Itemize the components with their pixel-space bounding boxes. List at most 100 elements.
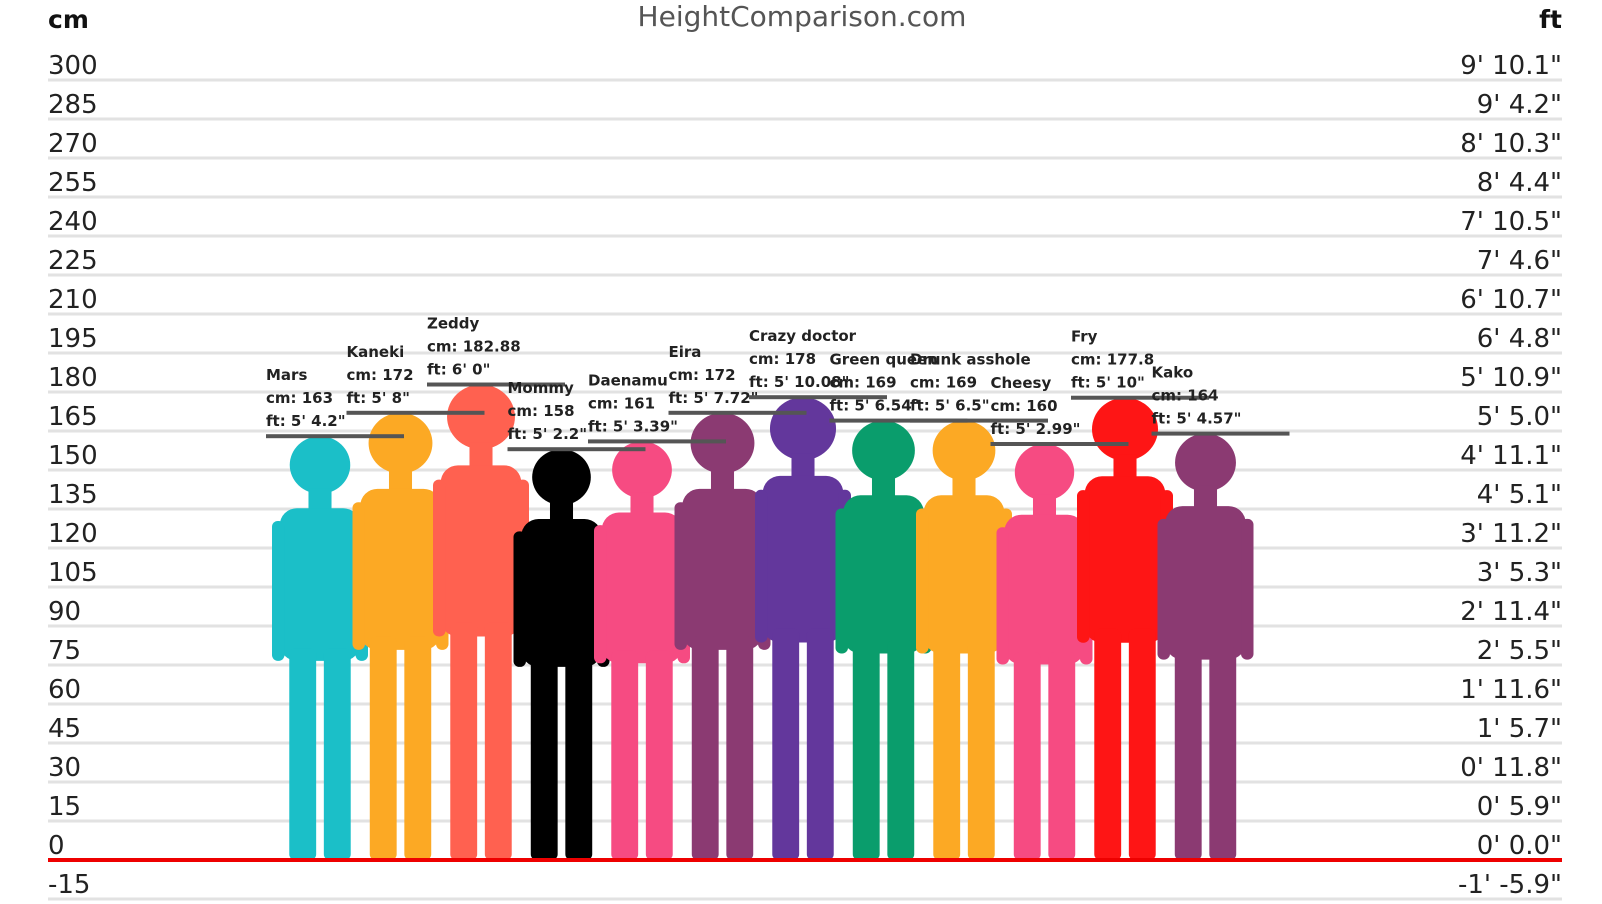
ground-line [48,858,1562,862]
silhouette-torso-7 [843,495,924,654]
character-cm-1: cm: 172 [347,366,414,384]
silhouette-leg-right-7 [887,640,915,860]
silhouette-9 [996,444,1093,860]
tick-label-ft-11: 4' 5.1" [1477,480,1562,510]
character-name-4: Daenamu [588,371,668,389]
silhouette-7 [835,420,932,860]
tick-label-ft-15: 2' 5.5" [1477,636,1562,666]
silhouette-leg-left-1 [369,636,397,860]
silhouette-6 [755,397,851,860]
silhouette-neck-3 [549,499,574,525]
silhouette-head-9 [1014,444,1075,501]
silhouette-arm-right-11 [1241,518,1254,660]
silhouette-neck-7 [871,474,896,501]
silhouette-1 [352,412,449,860]
silhouette-torso-6 [762,475,844,643]
tick-label-cm-19: 15 [48,792,81,822]
grid-line-16 [48,702,1562,706]
silhouette-neck-2 [469,442,493,472]
silhouette-arm-left-8 [916,508,929,654]
silhouette-leg-left-6 [772,628,800,860]
tick-label-ft-19: 0' 5.9" [1477,792,1562,822]
silhouette-arm-left-7 [835,508,848,654]
character-ft-2: ft: 6' 0" [427,361,490,379]
character-ft-9: ft: 5' 2.99" [991,420,1081,438]
tick-label-ft-9: 5' 5.0" [1477,402,1562,432]
silhouette-neck-6 [791,453,815,482]
silhouette-neck-10 [1113,454,1137,483]
silhouette-leg-right-10 [1128,628,1156,860]
tick-label-ft-16: 1' 11.6" [1460,675,1562,705]
tick-label-ft-14: 2' 11.4" [1460,597,1562,627]
grid-line-3 [48,195,1562,199]
height-marker-7 [829,418,968,423]
grid-line-2 [48,156,1562,160]
tick-label-cm-16: 60 [48,675,81,705]
silhouette-leg-right-4 [645,650,673,860]
silhouette-arm-left-9 [996,527,1009,665]
silhouette-arm-left-1 [352,502,365,650]
tick-label-cm-10: 150 [48,441,98,471]
tick-label-ft-21: -1' -5.9" [1458,870,1562,900]
silhouette-leg-right-5 [726,636,754,860]
silhouette-torso-10 [1084,476,1166,643]
silhouette-torso-1 [360,488,441,650]
character-ft-5: ft: 5' 7.72" [669,389,759,407]
silhouette-neck-0 [308,488,332,514]
silhouette-leg-left-10 [1094,628,1122,860]
character-ft-7: ft: 5' 6.54" [830,397,920,415]
silhouette-neck-11 [1193,485,1218,512]
tick-label-cm-1: 285 [48,90,98,120]
silhouette-leg-left-7 [852,640,880,860]
silhouette-head-3 [532,449,591,506]
silhouette-neck-8 [952,474,976,501]
site-title: HeightComparison.com [638,0,967,33]
character-ft-0: ft: 5' 4.2" [266,412,346,430]
tick-label-cm-6: 210 [48,285,98,315]
tick-label-ft-2: 8' 10.3" [1460,129,1562,159]
height-marker-5 [668,410,807,415]
tick-label-ft-7: 6' 4.8" [1477,324,1562,354]
tick-label-cm-11: 135 [48,480,98,510]
grid-line-4 [48,234,1562,238]
character-ft-1: ft: 5' 8" [347,389,410,407]
tick-label-ft-17: 1' 5.7" [1477,714,1562,744]
silhouette-arm-left-0 [272,520,285,661]
tick-label-ft-0: 9' 10.1" [1460,51,1562,81]
character-cm-8: cm: 169 [910,374,977,392]
character-cm-11: cm: 164 [1152,387,1219,405]
silhouette-leg-right-8 [967,640,995,860]
silhouette-leg-right-6 [806,628,834,860]
silhouette-torso-5 [682,488,763,650]
tick-label-cm-20: 0 [48,831,65,861]
tick-label-cm-0: 300 [48,51,98,81]
tick-label-cm-5: 225 [48,246,98,276]
grid-line-1 [48,117,1562,121]
character-name-2: Zeddy [427,315,480,333]
character-name-8: Drunk asshole [910,351,1031,369]
silhouette-arm-left-2 [433,479,446,637]
silhouette-neck-5 [710,467,735,495]
silhouette-head-7 [852,420,915,481]
tick-label-ft-10: 4' 11.1" [1460,441,1562,471]
character-cm-4: cm: 161 [588,394,655,412]
silhouette-head-10 [1091,397,1159,461]
tick-label-cm-8: 180 [48,363,98,393]
silhouette-11 [1157,433,1254,860]
silhouette-arm-left-4 [594,525,607,664]
character-name-6: Crazy doctor [749,327,857,345]
character-cm-9: cm: 160 [991,397,1058,415]
character-cm-2: cm: 182.88 [427,338,521,356]
grid-line-6 [48,312,1562,316]
silhouette-torso-8 [923,495,1005,654]
character-cm-3: cm: 158 [508,402,575,420]
grid-line-18 [48,780,1562,784]
silhouette-leg-left-11 [1174,646,1202,860]
silhouette-neck-1 [388,467,413,495]
height-marker-0 [266,434,404,439]
tick-label-cm-15: 75 [48,636,81,666]
silhouette-leg-right-9 [1048,652,1076,860]
silhouette-leg-right-11 [1209,646,1237,860]
character-name-11: Kako [1152,364,1194,382]
grid-line-17 [48,741,1562,745]
